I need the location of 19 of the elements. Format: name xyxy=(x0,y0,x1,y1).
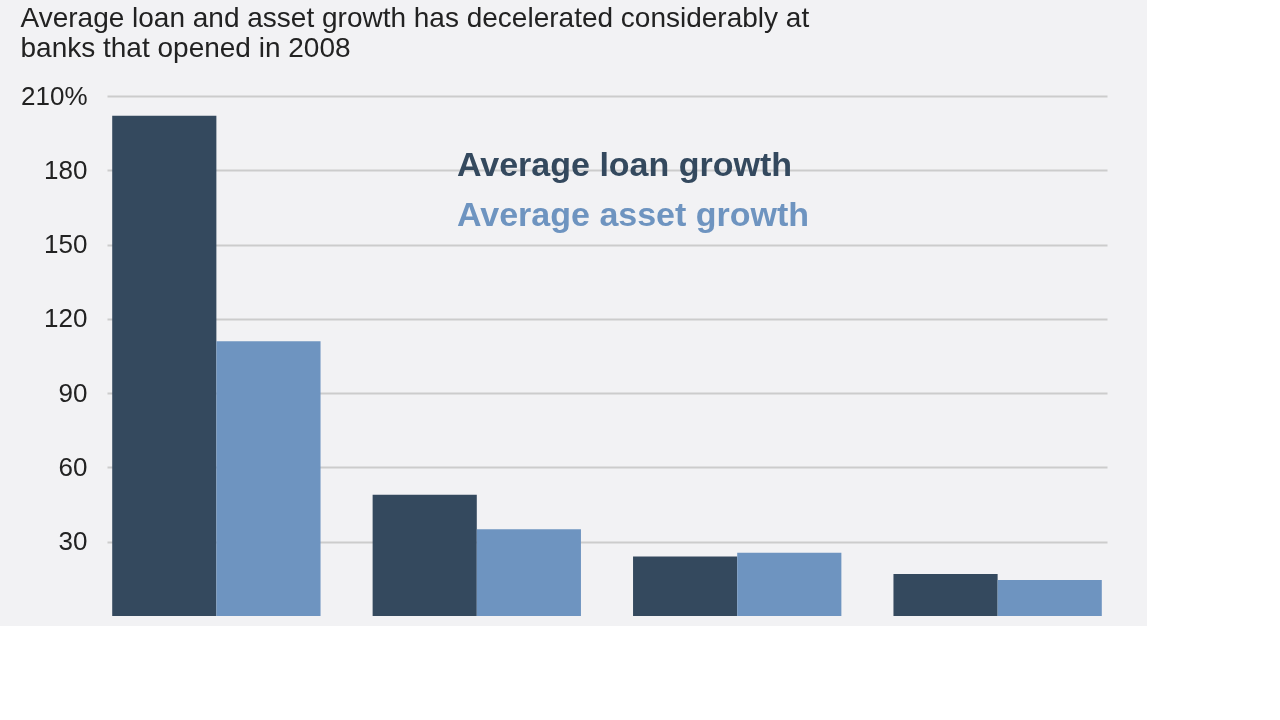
y-tick-label: 150 xyxy=(44,229,88,260)
bar xyxy=(893,573,998,616)
y-tick-label: 30 xyxy=(58,526,88,557)
text: Average asset growth xyxy=(457,195,810,233)
text: Average loan and asset growth has decelerated considerably at xyxy=(20,2,810,33)
bar xyxy=(997,580,1102,616)
y-tick-label: 60 xyxy=(58,451,88,482)
bar xyxy=(112,115,217,616)
y-tick-label: 120 xyxy=(44,303,88,334)
y-tick-label: 90 xyxy=(58,377,88,408)
bar xyxy=(372,494,477,616)
y-tick-label: 210% xyxy=(21,80,88,111)
text: Average loan growth xyxy=(457,145,793,183)
text: banks that opened in 2008 xyxy=(20,32,351,63)
y-tick-label: 180 xyxy=(44,154,88,185)
bar xyxy=(737,552,842,616)
bar xyxy=(216,341,321,616)
bar xyxy=(476,529,581,616)
bar xyxy=(633,556,738,616)
